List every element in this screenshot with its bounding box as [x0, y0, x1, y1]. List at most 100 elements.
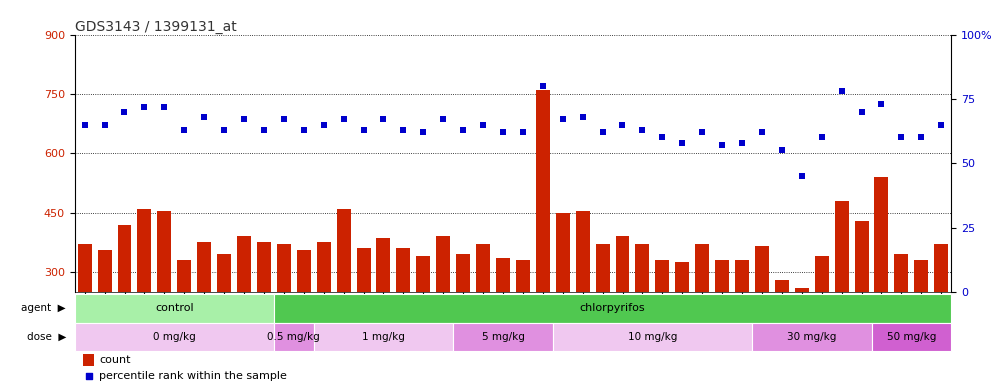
Bar — [78, 244, 92, 384]
Point — [176, 127, 192, 133]
Point — [694, 129, 710, 136]
Bar — [217, 254, 231, 384]
Point — [77, 121, 93, 127]
Bar — [556, 213, 570, 384]
Point — [395, 127, 411, 133]
Point — [873, 101, 889, 107]
Bar — [453, 323, 553, 351]
Point — [575, 114, 591, 120]
Point — [634, 127, 650, 133]
Bar — [118, 225, 131, 384]
Bar — [815, 256, 829, 384]
Text: count: count — [100, 355, 130, 365]
Text: 0 mg/kg: 0 mg/kg — [153, 332, 195, 342]
Bar — [274, 323, 314, 351]
Bar — [274, 294, 951, 323]
Point — [714, 142, 730, 148]
Text: 1 mg/kg: 1 mg/kg — [362, 332, 405, 342]
Bar — [84, 354, 94, 366]
Point — [316, 121, 332, 127]
Point — [435, 116, 451, 122]
Bar — [835, 201, 849, 384]
Bar — [596, 244, 610, 384]
Bar — [934, 244, 948, 384]
Point — [256, 127, 272, 133]
Bar — [855, 220, 869, 384]
Bar — [872, 323, 951, 351]
Point — [296, 127, 312, 133]
Bar — [553, 323, 752, 351]
Bar — [516, 260, 530, 384]
Text: chlorpyrifos: chlorpyrifos — [580, 303, 645, 313]
Point — [834, 88, 850, 94]
Point — [455, 127, 471, 133]
Point — [356, 127, 372, 133]
Bar — [237, 237, 251, 384]
Bar — [177, 260, 191, 384]
Point — [555, 116, 571, 122]
Bar — [137, 209, 151, 384]
Point — [595, 129, 611, 136]
Bar — [317, 242, 331, 384]
Point — [336, 116, 352, 122]
Text: dose  ▶: dose ▶ — [27, 332, 66, 342]
Bar — [456, 254, 470, 384]
Bar — [635, 244, 649, 384]
Bar — [576, 211, 590, 384]
Point — [81, 373, 97, 379]
Bar — [476, 244, 490, 384]
Text: control: control — [155, 303, 193, 313]
Point — [415, 129, 431, 136]
Text: GDS3143 / 1399131_at: GDS3143 / 1399131_at — [75, 20, 236, 33]
Point — [117, 109, 132, 115]
Bar — [695, 244, 709, 384]
Point — [734, 139, 750, 146]
Point — [814, 134, 830, 141]
Bar — [755, 246, 769, 384]
Point — [495, 129, 511, 136]
Point — [375, 116, 391, 122]
Bar — [98, 250, 112, 384]
Text: percentile rank within the sample: percentile rank within the sample — [100, 371, 287, 381]
Point — [774, 147, 790, 153]
Point — [515, 129, 531, 136]
Bar — [536, 90, 550, 384]
Bar — [197, 242, 211, 384]
Point — [794, 173, 810, 179]
Point — [216, 127, 232, 133]
Bar — [314, 323, 453, 351]
Text: 50 mg/kg: 50 mg/kg — [886, 332, 936, 342]
Bar — [337, 209, 351, 384]
Bar — [795, 288, 809, 384]
Bar — [277, 244, 291, 384]
Point — [674, 139, 690, 146]
Point — [236, 116, 252, 122]
Bar — [75, 323, 274, 351]
Bar — [616, 237, 629, 384]
Bar — [376, 238, 390, 384]
Text: 10 mg/kg: 10 mg/kg — [627, 332, 677, 342]
Bar — [297, 250, 311, 384]
Point — [893, 134, 909, 141]
Point — [276, 116, 292, 122]
Bar — [715, 260, 729, 384]
Bar — [257, 242, 271, 384]
Bar — [675, 262, 689, 384]
Point — [754, 129, 770, 136]
Point — [933, 121, 949, 127]
Point — [475, 121, 491, 127]
Text: 0.5 mg/kg: 0.5 mg/kg — [268, 332, 320, 342]
Bar — [655, 260, 669, 384]
Bar — [357, 248, 371, 384]
Bar — [416, 256, 430, 384]
Point — [156, 104, 172, 110]
Bar — [496, 258, 510, 384]
Text: 5 mg/kg: 5 mg/kg — [481, 332, 525, 342]
Point — [136, 104, 152, 110]
Point — [654, 134, 670, 141]
Point — [913, 134, 929, 141]
Point — [615, 121, 630, 127]
Bar — [752, 323, 872, 351]
Text: 30 mg/kg: 30 mg/kg — [787, 332, 837, 342]
Bar — [894, 254, 908, 384]
